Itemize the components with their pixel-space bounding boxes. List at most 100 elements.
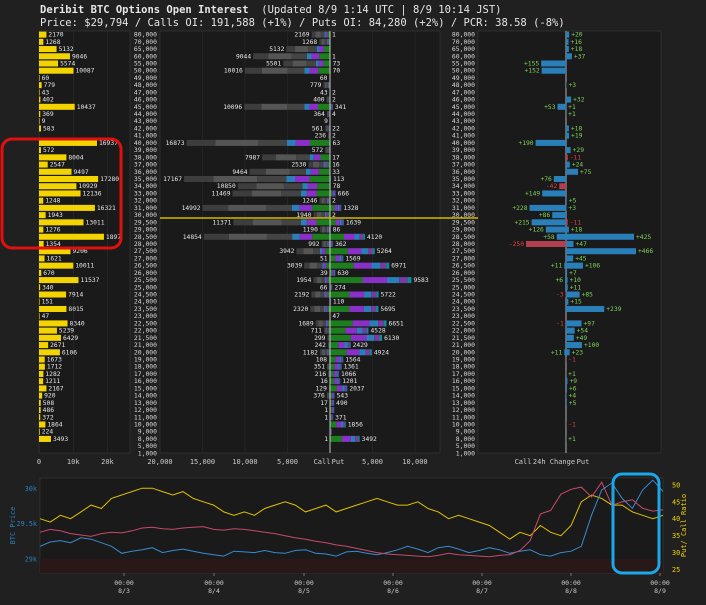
oi-bar-label: 2167 xyxy=(48,385,63,392)
call-bar-label: 10096 xyxy=(223,104,242,111)
oi-bar xyxy=(39,313,40,320)
put-bar-segment xyxy=(330,363,335,370)
put-bar-segment xyxy=(330,248,348,255)
put-bar-segment xyxy=(343,421,345,428)
call-bar-segment xyxy=(323,262,327,269)
call-change-bar xyxy=(541,67,566,74)
oi-bar-label: 10087 xyxy=(76,68,95,75)
call-bar-segment xyxy=(328,363,330,370)
calls-puts-chart: 80,00070,00065,00060,00055,00050,00049,0… xyxy=(134,31,478,466)
strike-label: 21,500 xyxy=(452,334,475,342)
strike-label: 70,000 xyxy=(452,38,475,46)
call-bar-segment xyxy=(309,67,319,74)
oi-bar xyxy=(39,378,44,385)
x-tick-label: 10,000 xyxy=(402,458,427,466)
put-bar-segment xyxy=(354,233,360,240)
put-change-bar xyxy=(566,399,567,406)
strike-label: 34,000 xyxy=(452,182,475,190)
call-bar-segment xyxy=(321,277,326,284)
call-bar-segment xyxy=(213,176,258,183)
strike-label: 22,500 xyxy=(452,319,475,327)
put-bar-segment xyxy=(330,255,336,262)
put-bar-segment xyxy=(358,435,360,442)
strike-label: 11,000 xyxy=(134,413,157,421)
put-bar-label: 630 xyxy=(337,270,349,277)
date-tick-label: 8/9 xyxy=(654,587,666,595)
oi-bar xyxy=(39,327,57,334)
call-bar-segment xyxy=(312,233,330,240)
call-bar-segment xyxy=(258,139,287,146)
call-change-label: +215 xyxy=(514,219,529,226)
put-bar-segment xyxy=(331,399,333,406)
time-tick-label: 00:00 xyxy=(294,579,314,587)
call-bar-segment xyxy=(309,154,314,161)
put-bar-label: 4528 xyxy=(370,328,385,335)
call-bar-segment xyxy=(324,291,326,298)
put-bar-segment xyxy=(330,291,350,298)
oi-bar xyxy=(39,31,47,38)
put-bar-label: 1856 xyxy=(348,421,363,428)
oi-bar xyxy=(39,125,41,132)
put-change-label: +19 xyxy=(571,133,583,140)
call-bar-segment xyxy=(321,38,325,45)
oi-bar xyxy=(39,154,67,161)
call-bar-segment xyxy=(319,197,322,204)
call-bar-segment xyxy=(326,96,328,103)
call-bar-segment xyxy=(325,305,328,312)
put-bar-segment xyxy=(343,219,344,226)
put-bar-label: 22 xyxy=(332,125,340,132)
oi-bar-label: 9 xyxy=(42,118,46,125)
oi-bar-label: 670 xyxy=(43,270,55,277)
oi-bar xyxy=(39,67,74,74)
call-bar-segment xyxy=(326,147,328,154)
call-bar-segment xyxy=(318,67,330,74)
put-bar-segment xyxy=(356,327,363,334)
call-bar-segment xyxy=(328,349,330,356)
oi-bar-label: 9497 xyxy=(74,169,89,176)
strike-label: 20,000 xyxy=(452,348,475,356)
put-bar-segment xyxy=(336,370,338,377)
oi-bar xyxy=(39,248,71,255)
date-tick-label: 8/8 xyxy=(565,587,577,595)
strike-label: 10,000 xyxy=(134,420,157,428)
put-bar-segment xyxy=(342,385,345,392)
call-bar-label: 43 xyxy=(320,89,328,96)
oi-bar-label: 340 xyxy=(42,284,54,291)
oi-bar xyxy=(39,435,51,442)
call-bar-segment xyxy=(326,262,330,269)
call-bar-segment xyxy=(326,82,329,89)
call-bar-segment xyxy=(308,46,317,53)
call-bar-segment xyxy=(315,60,319,67)
call-bar-label: 992 xyxy=(308,241,320,248)
put-bar-segment xyxy=(330,284,332,291)
call-bar-segment xyxy=(327,320,330,327)
put-bar-label: 110 xyxy=(333,299,345,306)
call-bar-segment xyxy=(311,53,320,60)
strike-label: 48,000 xyxy=(452,81,475,89)
put-bar-segment xyxy=(334,378,338,385)
put-bar-segment xyxy=(333,370,337,377)
call-bar-label: 1 xyxy=(324,436,328,443)
call-bar-segment xyxy=(321,197,325,204)
put-bar-label: 371 xyxy=(335,414,347,421)
strike-label: 31,000 xyxy=(134,204,157,212)
strike-label: 28,000 xyxy=(452,240,475,248)
put-bar-segment xyxy=(349,291,365,298)
date-tick-label: 8/3 xyxy=(118,587,130,595)
call-bar-segment xyxy=(319,53,330,60)
strike-label: 34,000 xyxy=(134,182,157,190)
call-bar-label: 236 xyxy=(315,133,327,140)
call-bar-segment xyxy=(327,96,329,103)
call-bar-segment xyxy=(322,262,324,269)
put-bar-segment xyxy=(347,342,350,349)
call-bar-segment xyxy=(317,262,323,269)
call-bar-label: 1182 xyxy=(303,349,318,356)
strike-label: 37,000 xyxy=(134,161,157,169)
call-bar-segment xyxy=(289,168,306,175)
put-change-label: +75 xyxy=(580,169,592,176)
pcr-tick-label: 50 xyxy=(672,481,680,489)
x-tick-label: 20k xyxy=(101,458,114,466)
call-change-bar xyxy=(564,349,566,356)
put-change-bar xyxy=(566,233,634,240)
put-bar-segment xyxy=(330,305,350,312)
